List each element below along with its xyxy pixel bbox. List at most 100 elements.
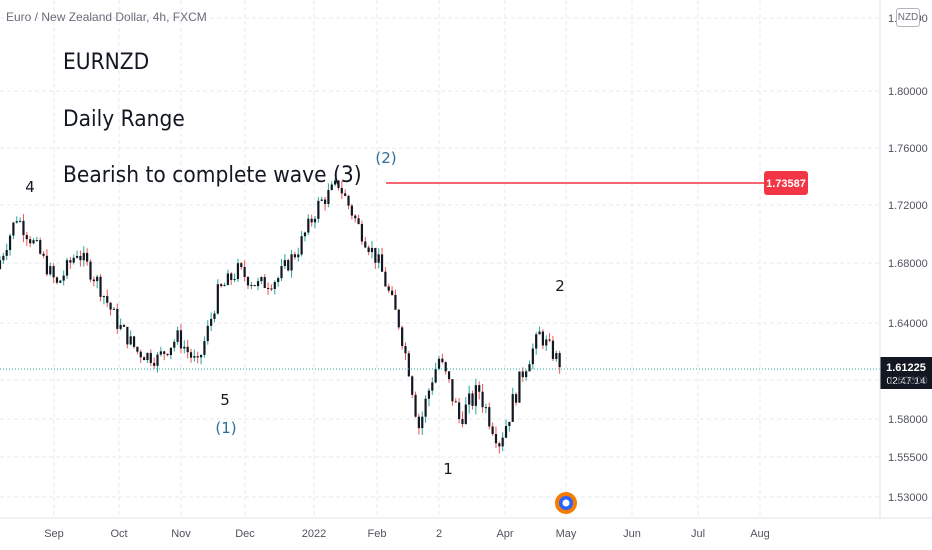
candle-body xyxy=(193,356,196,358)
candle-body xyxy=(179,330,183,349)
candle-body xyxy=(266,287,270,289)
price-tick-label: 1.53000 xyxy=(888,492,928,504)
candle-body xyxy=(112,308,116,310)
candle-body xyxy=(69,260,72,263)
candle-body xyxy=(49,266,52,275)
candle-body xyxy=(545,339,548,346)
candle-body xyxy=(511,394,514,422)
candle-body xyxy=(199,354,203,358)
price-tick-label: 1.76000 xyxy=(888,143,928,155)
candle-body xyxy=(72,257,75,263)
countdown-label: 02:47:14 xyxy=(887,376,926,387)
wave-label: 4 xyxy=(25,178,35,196)
overlays xyxy=(555,492,577,514)
price-tick-label: 1.68000 xyxy=(888,258,928,270)
candle-body xyxy=(498,443,501,447)
candle-body xyxy=(149,352,152,363)
candle-body xyxy=(514,394,518,403)
candle-body xyxy=(220,284,223,287)
candle-body xyxy=(203,341,206,355)
candle-body xyxy=(136,346,139,352)
wave-label: 2 xyxy=(555,277,565,295)
candle-body xyxy=(35,240,38,242)
time-tick-label: Jun xyxy=(623,528,641,540)
candle-body xyxy=(82,252,85,261)
candle-body xyxy=(116,308,119,329)
annotation-bias[interactable]: Bearish to complete wave (3) xyxy=(63,163,362,188)
candle-body xyxy=(451,379,454,402)
candle-body xyxy=(159,351,162,355)
candle-body xyxy=(330,184,333,190)
time-tick-label: Feb xyxy=(368,528,387,540)
time-tick-label: Jul xyxy=(691,528,705,540)
time-tick-label: May xyxy=(556,528,577,540)
candle-body xyxy=(86,252,89,262)
candle-body xyxy=(12,222,15,236)
candle-body xyxy=(431,382,434,391)
candle-body xyxy=(444,362,447,372)
candle-body xyxy=(327,189,330,205)
candle-body xyxy=(414,394,417,417)
time-tick-label: 2 xyxy=(436,528,442,540)
candle-body xyxy=(397,309,400,328)
candle-body xyxy=(8,235,12,251)
candle-body xyxy=(417,416,420,429)
candle-body xyxy=(280,266,283,279)
candle-body xyxy=(189,352,193,358)
candle-body xyxy=(206,325,209,342)
time-tick-label: Dec xyxy=(235,528,255,540)
candle-body xyxy=(528,364,531,372)
candle-body xyxy=(447,371,451,380)
candle-body xyxy=(273,282,276,289)
candle-body xyxy=(246,276,250,286)
candle-body xyxy=(427,390,431,399)
annotation-symbol[interactable]: EURNZD xyxy=(63,50,150,75)
candle-body xyxy=(213,313,216,320)
candle-body xyxy=(122,325,126,327)
candle-body xyxy=(52,266,55,278)
candle-body xyxy=(478,385,481,392)
candle-body xyxy=(360,223,364,242)
candle-body xyxy=(243,267,246,277)
symbol-title[interactable]: Euro / New Zealand Dollar, 4h, FXCM xyxy=(6,10,207,24)
candle-body xyxy=(129,336,132,345)
candle-body xyxy=(421,416,424,429)
horizontal-ray: 1.73587 xyxy=(386,171,808,195)
candle-body xyxy=(303,232,307,237)
candle-body xyxy=(474,385,477,406)
candle-body xyxy=(350,205,353,216)
currency-badge[interactable]: NZD xyxy=(896,8,920,27)
candle-body xyxy=(411,376,414,395)
wave-labels: 4 5 (1) (2) 1 2 xyxy=(25,149,565,478)
candle-body xyxy=(210,319,213,326)
candle-body xyxy=(387,286,390,291)
candle-body xyxy=(253,284,256,287)
candle-body xyxy=(407,353,410,377)
candle-body xyxy=(139,351,142,358)
candle-body xyxy=(344,193,347,196)
annotation-timeframe[interactable]: Daily Range xyxy=(63,107,185,132)
candle-body xyxy=(518,371,521,403)
price-tick-label: 1.64000 xyxy=(888,318,928,330)
candle-body xyxy=(250,284,253,286)
candle-body xyxy=(347,195,350,206)
events-icon xyxy=(555,492,577,514)
time-tick-label: Apr xyxy=(496,528,513,540)
candle-body xyxy=(434,368,437,383)
candle-body xyxy=(22,220,25,236)
candle-body xyxy=(233,279,236,281)
candle-body xyxy=(223,285,226,287)
candle-body xyxy=(15,221,18,223)
candle-body xyxy=(283,260,286,267)
candle-body xyxy=(55,277,59,283)
grid xyxy=(0,0,880,516)
candle-body xyxy=(300,236,303,255)
candle-body xyxy=(109,302,112,310)
price-tick-label: 1.58000 xyxy=(888,414,928,426)
candle-body xyxy=(525,371,528,378)
candle-body xyxy=(441,358,444,363)
candle-body xyxy=(555,353,558,359)
candle-body xyxy=(132,336,136,347)
candle-body xyxy=(437,358,441,369)
